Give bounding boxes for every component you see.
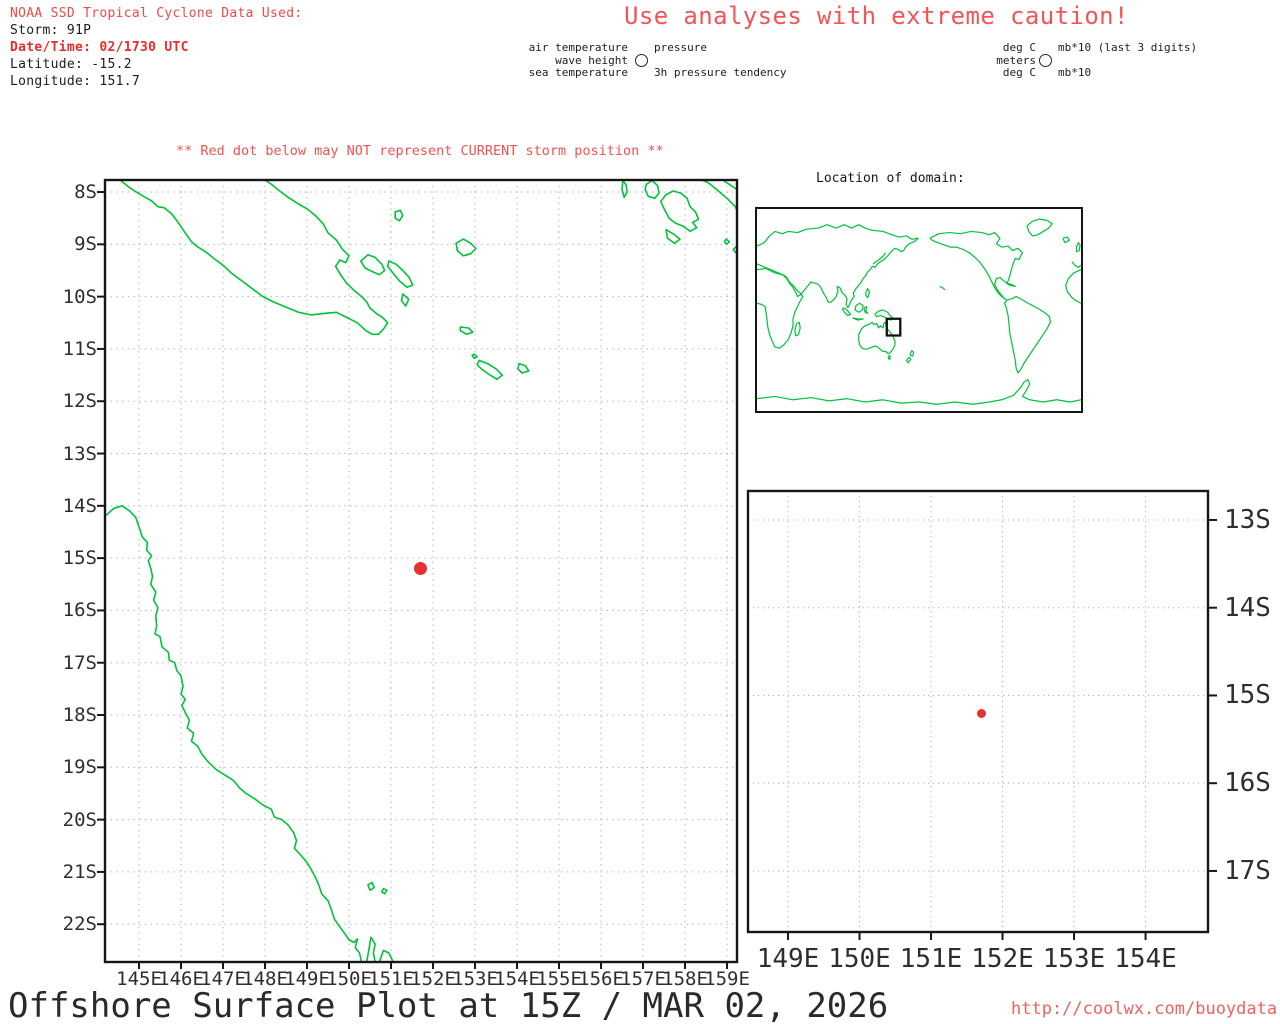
main-map-lat-tick-label: 10S (62, 285, 97, 308)
legend-wave-height: wave height (555, 53, 628, 67)
zoom-map-lon-tick-label: 151E (899, 944, 963, 974)
domain-box (887, 319, 901, 336)
legend-unit-mb10: mb*10 (1058, 66, 1092, 80)
legend-unit-meters: meters (996, 53, 1036, 67)
storm-position-warning: ** Red dot below may NOT represent CURRE… (176, 143, 664, 159)
storm-position-dot (413, 562, 427, 576)
main-map-lat-tick-label: 18S (62, 704, 97, 727)
datetime-line: Date/Time: 02/1730 UTC (10, 40, 189, 55)
main-map-lat-tick-label: 14S (62, 494, 97, 517)
coastline (104, 179, 738, 963)
cyclone-data-block: NOAA SSD Tropical Cyclone Data Used: Sto… (10, 5, 303, 90)
source-url: http://coolwx.com/buoydata (1011, 999, 1278, 1019)
main-map-lon-tick-label: 156E (578, 968, 624, 990)
storm-position-dot (976, 708, 986, 718)
main-map-lat-tick-label: 8S (74, 181, 97, 204)
main-map-lon-tick-label: 150E (326, 968, 372, 990)
main-map-lon-tick-label: 151E (368, 968, 414, 990)
zoom-map-canvas (746, 489, 1217, 940)
latitude-line: Latitude: -15.2 (10, 57, 132, 72)
main-map-lat-tick-label: 22S (62, 913, 97, 936)
world-map-inset (755, 207, 1083, 413)
zoom-map-lat-tick-label: 14S (1224, 592, 1271, 623)
main-map-canvas (97, 178, 739, 969)
main-map-lon-tick-label: 159E (704, 968, 750, 990)
main-map-lat-tick-label: 19S (62, 756, 97, 779)
main-map-lon-tick-label: 158E (662, 968, 708, 990)
main-map-lat-tick-label: 9S (74, 233, 97, 256)
main-map-lat-tick-label: 13S (62, 442, 97, 465)
main-map-lat-tick-label: 16S (62, 599, 97, 622)
station-circle-icon (1039, 54, 1052, 67)
main-map-lat-tick-label: 15S (62, 547, 97, 570)
legend-unit-mb10-digits: mb*10 (last 3 digits) (1058, 41, 1198, 54)
zoom-map-lon-tick-label: 153E (1042, 944, 1106, 974)
main-map-lon-tick-label: 147E (200, 968, 246, 990)
main-map-lon-tick-label: 155E (536, 968, 582, 990)
plot-title: Offshore Surface Plot at 15Z / MAR 02, 2… (8, 986, 889, 1024)
caution-banner: Use analyses with extreme caution! (624, 2, 1129, 30)
main-map-lat-tick-label: 20S (62, 808, 97, 831)
main-map-lon-tick-label: 152E (410, 968, 456, 990)
legend-pressure-tendency: 3h pressure tendency (654, 66, 787, 80)
station-legend-labels-left: air temperature wave height sea temperat… (516, 41, 628, 80)
legend-sea-temperature: sea temperature (528, 66, 628, 80)
world-map-canvas (757, 209, 1081, 411)
legend-pressure: pressure (654, 41, 707, 54)
station-circle-icon (635, 54, 648, 67)
main-map-lon-tick-label: 148E (242, 968, 288, 990)
main-map-lat-tick-label: 21S (62, 860, 97, 883)
main-map-lon-tick-label: 157E (620, 968, 666, 990)
main-map-lon-tick-label: 149E (284, 968, 330, 990)
data-source-line: NOAA SSD Tropical Cyclone Data Used: (10, 6, 303, 21)
longitude-line: Longitude: 151.7 (10, 74, 141, 89)
zoom-map-lat-tick-label: 13S (1224, 504, 1271, 535)
zoom-map-lon-tick-label: 154E (1114, 944, 1177, 974)
main-map-lat-tick-label: 12S (62, 390, 97, 413)
main-map-lon-tick-label: 146E (158, 968, 204, 990)
main-map-lon-tick-label: 153E (452, 968, 498, 990)
zoom-map-lat-tick-label: 15S (1224, 680, 1271, 711)
zoom-map-lat-tick-label: 17S (1224, 855, 1271, 886)
zoom-map (746, 489, 1222, 947)
station-legend-units-left: deg C meters deg C (966, 41, 1036, 80)
station-legend-units-right: mb*10 (last 3 digits) mb*10 (1058, 41, 1198, 80)
inset-title: Location of domain: (816, 171, 965, 186)
main-map-lon-tick-label: 145E (116, 968, 162, 990)
zoom-map-lon-tick-label: 152E (971, 944, 1034, 974)
station-legend-labels-right: pressure 3h pressure tendency (654, 41, 787, 80)
main-map (95, 178, 749, 976)
legend-air-temperature: air temperature (528, 41, 628, 54)
zoom-map-lon-tick-label: 149E (756, 944, 820, 974)
zoom-map-lat-tick-label: 16S (1224, 768, 1271, 799)
main-map-lat-tick-label: 11S (62, 337, 97, 360)
legend-unit-degc-bottom: deg C (1002, 66, 1036, 80)
main-map-lat-tick-label: 17S (62, 651, 97, 674)
storm-id-line: Storm: 91P (10, 23, 92, 38)
legend-unit-degc-top: deg C (1002, 41, 1036, 54)
main-map-lon-tick-label: 154E (494, 968, 540, 990)
zoom-map-lon-tick-label: 150E (828, 944, 891, 974)
